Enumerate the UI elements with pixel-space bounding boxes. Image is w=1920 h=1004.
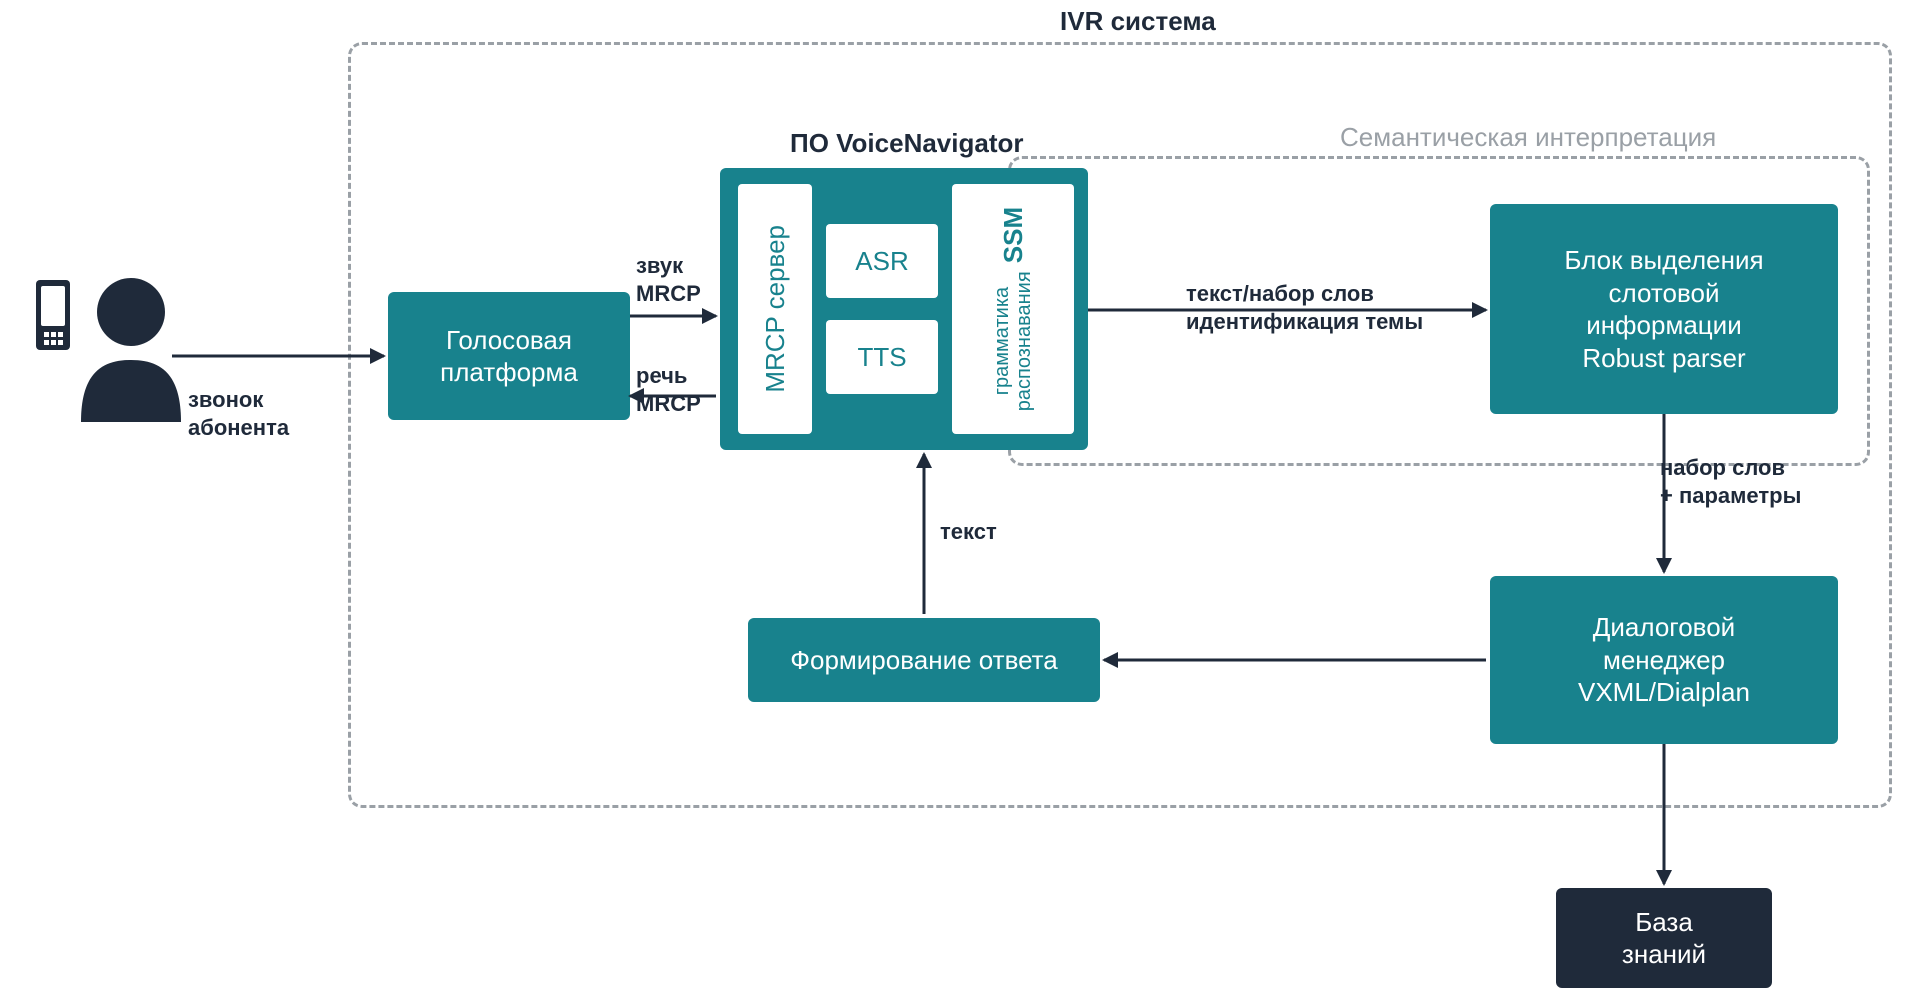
knowledge-base-node: База знаний (1556, 888, 1772, 988)
ivr-title: IVR система (1060, 6, 1216, 37)
label-caller: звонок абонента (188, 386, 289, 441)
label-text: текст (940, 518, 997, 546)
label-text-words: текст/набор слов идентификация темы (1186, 280, 1423, 335)
label-sound-mrcp: звук MRCP (636, 252, 701, 307)
caller-icon (36, 262, 186, 422)
mrcp-server-label: MRCP сервер (759, 225, 792, 393)
response-former-node: Формирование ответа (748, 618, 1100, 702)
label-words-params: набор слов + параметры (1660, 454, 1801, 509)
ssm-node: грамматика распознавания SSM (952, 184, 1074, 434)
voice-platform-node: Голосовая платформа (388, 292, 630, 420)
tts-node: TTS (826, 320, 938, 394)
ssm-subtitle: грамматика распознавания (991, 271, 1035, 411)
voicenav-title: ПО VoiceNavigator (790, 128, 1024, 159)
mrcp-server-node: MRCP сервер (738, 184, 812, 434)
ssm-title: SSM (997, 207, 1030, 263)
asr-node: ASR (826, 224, 938, 298)
dialog-manager-node: Диалоговой менеджер VXML/Dialplan (1490, 576, 1838, 744)
robust-parser-node: Блок выделения слотовой информации Robus… (1490, 204, 1838, 414)
label-speech-mrcp: речь MRCP (636, 362, 701, 417)
semantic-title: Семантическая интерпретация (1340, 122, 1716, 153)
